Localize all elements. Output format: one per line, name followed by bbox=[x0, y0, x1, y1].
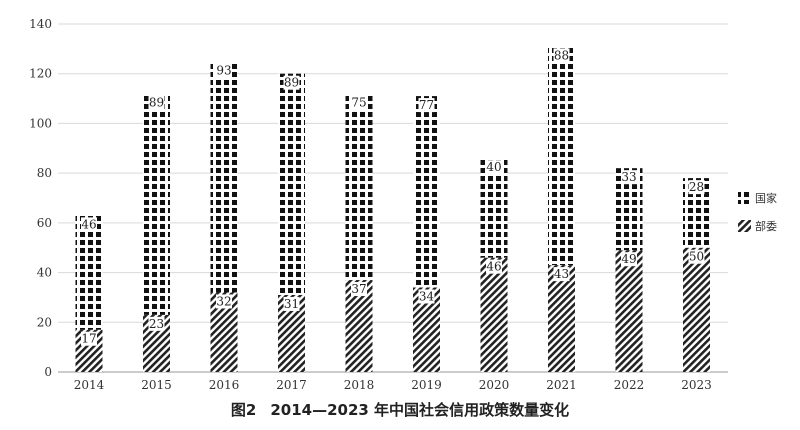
figure-title: 2014—2023 年中国社会信用政策数量变化 bbox=[270, 401, 570, 419]
data-label: 93 bbox=[216, 63, 231, 77]
data-label-bg bbox=[351, 282, 367, 297]
legend-label: 国家 bbox=[755, 191, 777, 205]
bar-segment-guojia bbox=[210, 61, 238, 293]
bar-segment-buwei bbox=[683, 247, 710, 372]
data-label-bg bbox=[148, 316, 165, 331]
data-label: 32 bbox=[216, 294, 231, 308]
x-tick-label: 2023 bbox=[681, 378, 712, 392]
y-tick-label: 80 bbox=[37, 166, 52, 180]
figure-caption: 图2 2014—2023 年中国社会信用政策数量变化 bbox=[0, 399, 800, 420]
x-tick-label: 2022 bbox=[614, 378, 645, 392]
bar-segment-buwei bbox=[548, 265, 575, 372]
data-label-bg bbox=[486, 259, 502, 274]
bar-segment-guojia bbox=[278, 73, 305, 295]
data-label: 46 bbox=[486, 260, 501, 274]
data-label-bg bbox=[283, 75, 300, 90]
data-label: 28 bbox=[689, 180, 704, 194]
data-label-bg bbox=[486, 160, 502, 175]
y-axis-ticks: 0 20 40 60 80 100 120 140 bbox=[29, 17, 52, 379]
x-tick-label: 2019 bbox=[411, 378, 442, 392]
data-label-bg bbox=[621, 170, 637, 185]
bar-segment-guojia bbox=[413, 96, 440, 288]
data-label: 89 bbox=[284, 76, 299, 90]
y-tick-label: 40 bbox=[37, 266, 52, 280]
y-tick-label: 120 bbox=[29, 67, 52, 81]
data-label: 43 bbox=[554, 267, 569, 281]
y-tick-label: 60 bbox=[37, 216, 52, 230]
x-tick-label: 2017 bbox=[276, 378, 307, 392]
bar-segment-guojia bbox=[75, 215, 103, 330]
data-label-bg bbox=[418, 289, 435, 304]
legend-swatch bbox=[738, 220, 751, 232]
x-tick-label: 2020 bbox=[479, 378, 510, 392]
data-label: 40 bbox=[486, 160, 501, 174]
x-tick-label: 2015 bbox=[141, 378, 172, 392]
x-tick-label: 2018 bbox=[344, 378, 375, 392]
data-label: 89 bbox=[149, 96, 164, 110]
y-tick-label: 100 bbox=[29, 116, 52, 130]
x-tick-label: 2016 bbox=[209, 378, 240, 392]
data-label: 77 bbox=[419, 98, 434, 112]
figure-number: 图2 bbox=[230, 401, 257, 419]
data-label-bg bbox=[418, 98, 435, 113]
x-tick-label: 2014 bbox=[74, 378, 105, 392]
chart: 0 20 40 60 80 100 120 140 17 46 23 89 32 93 31 89 37 75 3… bbox=[29, 17, 777, 392]
y-tick-label: 20 bbox=[37, 315, 52, 329]
data-label-bg bbox=[148, 95, 165, 110]
data-label: 37 bbox=[351, 282, 366, 296]
data-label-bg bbox=[283, 296, 300, 311]
bar-segment-buwei bbox=[480, 257, 508, 372]
y-tick-label: 140 bbox=[29, 17, 52, 31]
data-label-bg bbox=[688, 249, 705, 264]
bars: 17 46 23 89 32 93 31 89 37 75 34 77 46 40 43 88 49 33 50 28 bbox=[75, 46, 710, 372]
bar-segment-guojia bbox=[480, 158, 508, 258]
bar-segment-guojia bbox=[345, 93, 373, 281]
y-tick-label: 0 bbox=[44, 365, 52, 379]
x-tick-label: 2021 bbox=[546, 378, 577, 392]
data-label-bg bbox=[688, 180, 705, 195]
data-label-bg bbox=[553, 267, 570, 282]
bar-segment-buwei bbox=[615, 250, 643, 372]
legend-label: 部委 bbox=[755, 219, 777, 233]
x-axis-ticks: 2014 2015 2016 2017 2018 2019 2020 2021 2022 2023 bbox=[74, 378, 712, 392]
data-label-bg bbox=[553, 48, 570, 63]
bar-segment-guojia bbox=[143, 93, 170, 315]
data-label-bg bbox=[81, 217, 97, 232]
legend-swatch bbox=[738, 192, 751, 204]
data-label: 46 bbox=[81, 217, 96, 231]
data-label-bg bbox=[216, 294, 232, 309]
bar-segment-guojia bbox=[548, 46, 575, 266]
data-label: 34 bbox=[419, 289, 435, 303]
data-label: 17 bbox=[81, 332, 96, 346]
data-label: 50 bbox=[689, 250, 704, 264]
data-label-bg bbox=[216, 63, 232, 78]
data-label-bg bbox=[351, 95, 367, 110]
data-label-bg bbox=[621, 252, 637, 267]
data-label: 49 bbox=[621, 252, 636, 266]
data-label: 23 bbox=[149, 317, 164, 331]
data-label: 33 bbox=[621, 170, 636, 184]
data-label: 88 bbox=[554, 48, 569, 62]
data-label: 31 bbox=[284, 297, 299, 311]
data-label-bg bbox=[81, 331, 97, 346]
data-label: 75 bbox=[351, 96, 366, 110]
